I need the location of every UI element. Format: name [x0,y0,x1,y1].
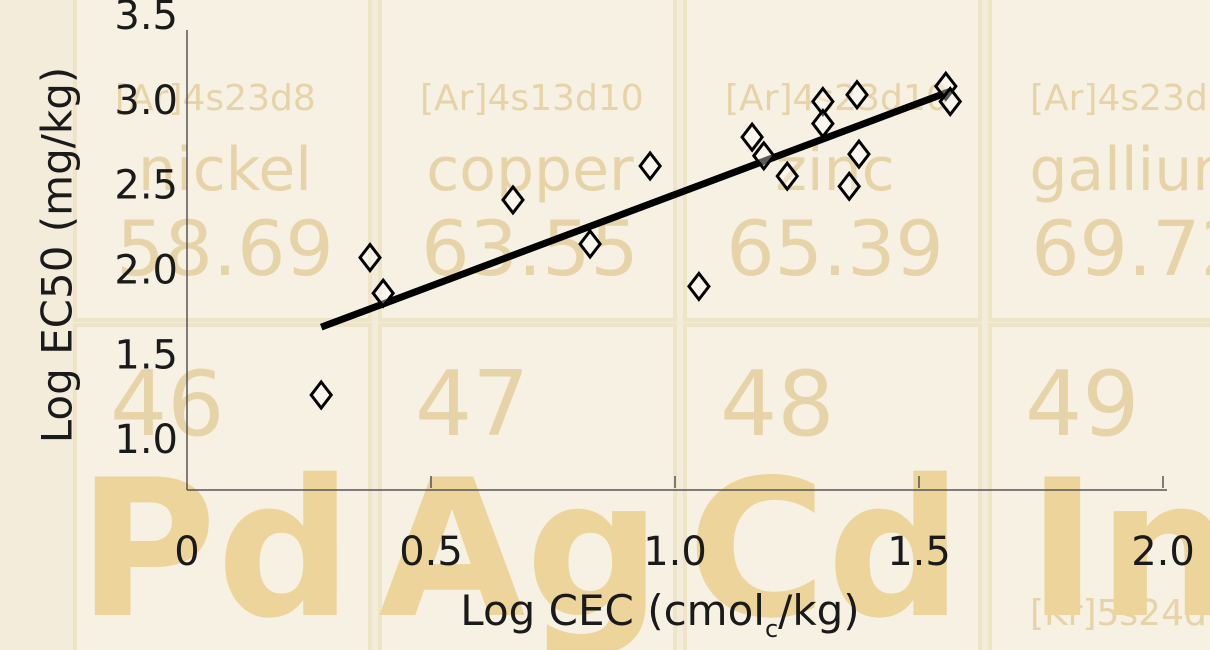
y-axis-label: Log EC50 (mg/kg) [33,67,82,444]
cell-name: gallium [1029,135,1210,205]
y-tick-label: 1.5 [114,332,178,378]
x-tick-label: 1.0 [643,529,707,575]
cell-mass: 69.72 [1031,204,1210,293]
x-axis-label-main: Log CEC (cmol [460,586,765,635]
y-tick-label: 3.5 [114,0,178,39]
y-tick-label: 3.0 [114,78,178,124]
y-tick-label: 2.0 [114,247,178,293]
x-axis-label: Log CEC (cmolc/kg) [460,586,859,643]
x-axis-label-subscript: c [765,615,778,643]
y-tick-label: 1.0 [114,417,178,463]
x-tick-label: 0.5 [399,529,463,575]
x-tick-label: 1.5 [887,529,951,575]
cell-config: [Ar]4s23d104p1 [1030,78,1210,119]
x-axis-label-end: /kg) [778,586,860,635]
y-tick-label: 2.5 [114,163,178,209]
cell-config: [Ar]4s13d10 [420,78,644,119]
cell-name: copper [426,135,634,205]
x-tick-label: 0 [174,529,199,575]
cell-symbol: Pd [77,439,352,650]
x-tick-label: 2.0 [1131,529,1195,575]
chart: [Ar]4s23d8nickel58.69[Ar]4s13d10copper63… [0,0,1210,650]
cell-config: [Ar]4s23d10 [725,78,949,119]
page: {"background": {"cells": [ {"number": nu… [0,0,1210,650]
cell-mass: 65.39 [726,204,944,293]
